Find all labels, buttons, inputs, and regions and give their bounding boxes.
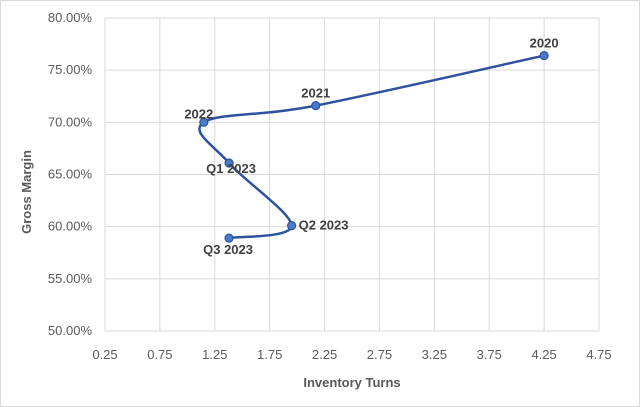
x-tick-label: 3.25 [422, 347, 447, 362]
data-point [311, 101, 321, 111]
data-point [224, 233, 234, 243]
data-point [287, 221, 297, 231]
data-point [224, 158, 234, 168]
x-axis-title: Inventory Turns [303, 375, 400, 390]
y-tick-labels: 50.00% 55.00% 60.00% 65.00% 70.00% 75.00% 80.0… [48, 10, 93, 338]
y-tick-label: 80.00% [48, 10, 93, 25]
y-axis-title: Gross Margin [19, 150, 34, 234]
x-tick-labels: 0.25 0.75 1.25 1.75 2.25 2.75 3.25 3.75 4.25 4.75 [92, 347, 611, 362]
x-tick-label: 4.25 [531, 347, 556, 362]
y-tick-label: 60.00% [48, 219, 93, 234]
x-tick-label: 2.75 [367, 347, 392, 362]
x-tick-label: 2.25 [312, 347, 337, 362]
gridlines [104, 17, 600, 332]
x-tick-label: 1.75 [257, 347, 282, 362]
data-point [539, 50, 549, 61]
x-tick-label: 3.75 [477, 347, 502, 362]
x-tick-label: 4.75 [586, 347, 611, 362]
series-line [198, 54, 545, 240]
data-label: Q2 2023 [299, 218, 349, 233]
data-label: 2020 [530, 36, 559, 51]
x-tick-label: 1.25 [202, 347, 227, 362]
y-tick-label: 70.00% [48, 114, 93, 129]
data-labels: 2020 2021 2022 Q1 2023 Q2 2023 Q3 2023 [184, 36, 558, 258]
x-tick-label: 0.25 [92, 347, 117, 362]
data-label: Q3 2023 [203, 242, 253, 257]
y-tick-label: 50.00% [48, 323, 93, 338]
y-tick-label: 55.00% [48, 271, 93, 286]
x-tick-label: 0.75 [147, 347, 172, 362]
data-label: 2022 [184, 106, 213, 121]
data-markers [199, 50, 549, 243]
y-tick-label: 65.00% [48, 167, 93, 182]
data-label: 2021 [301, 86, 330, 101]
y-tick-label: 75.00% [48, 62, 93, 77]
data-point [199, 117, 209, 127]
data-label: Q1 2023 [206, 161, 256, 176]
